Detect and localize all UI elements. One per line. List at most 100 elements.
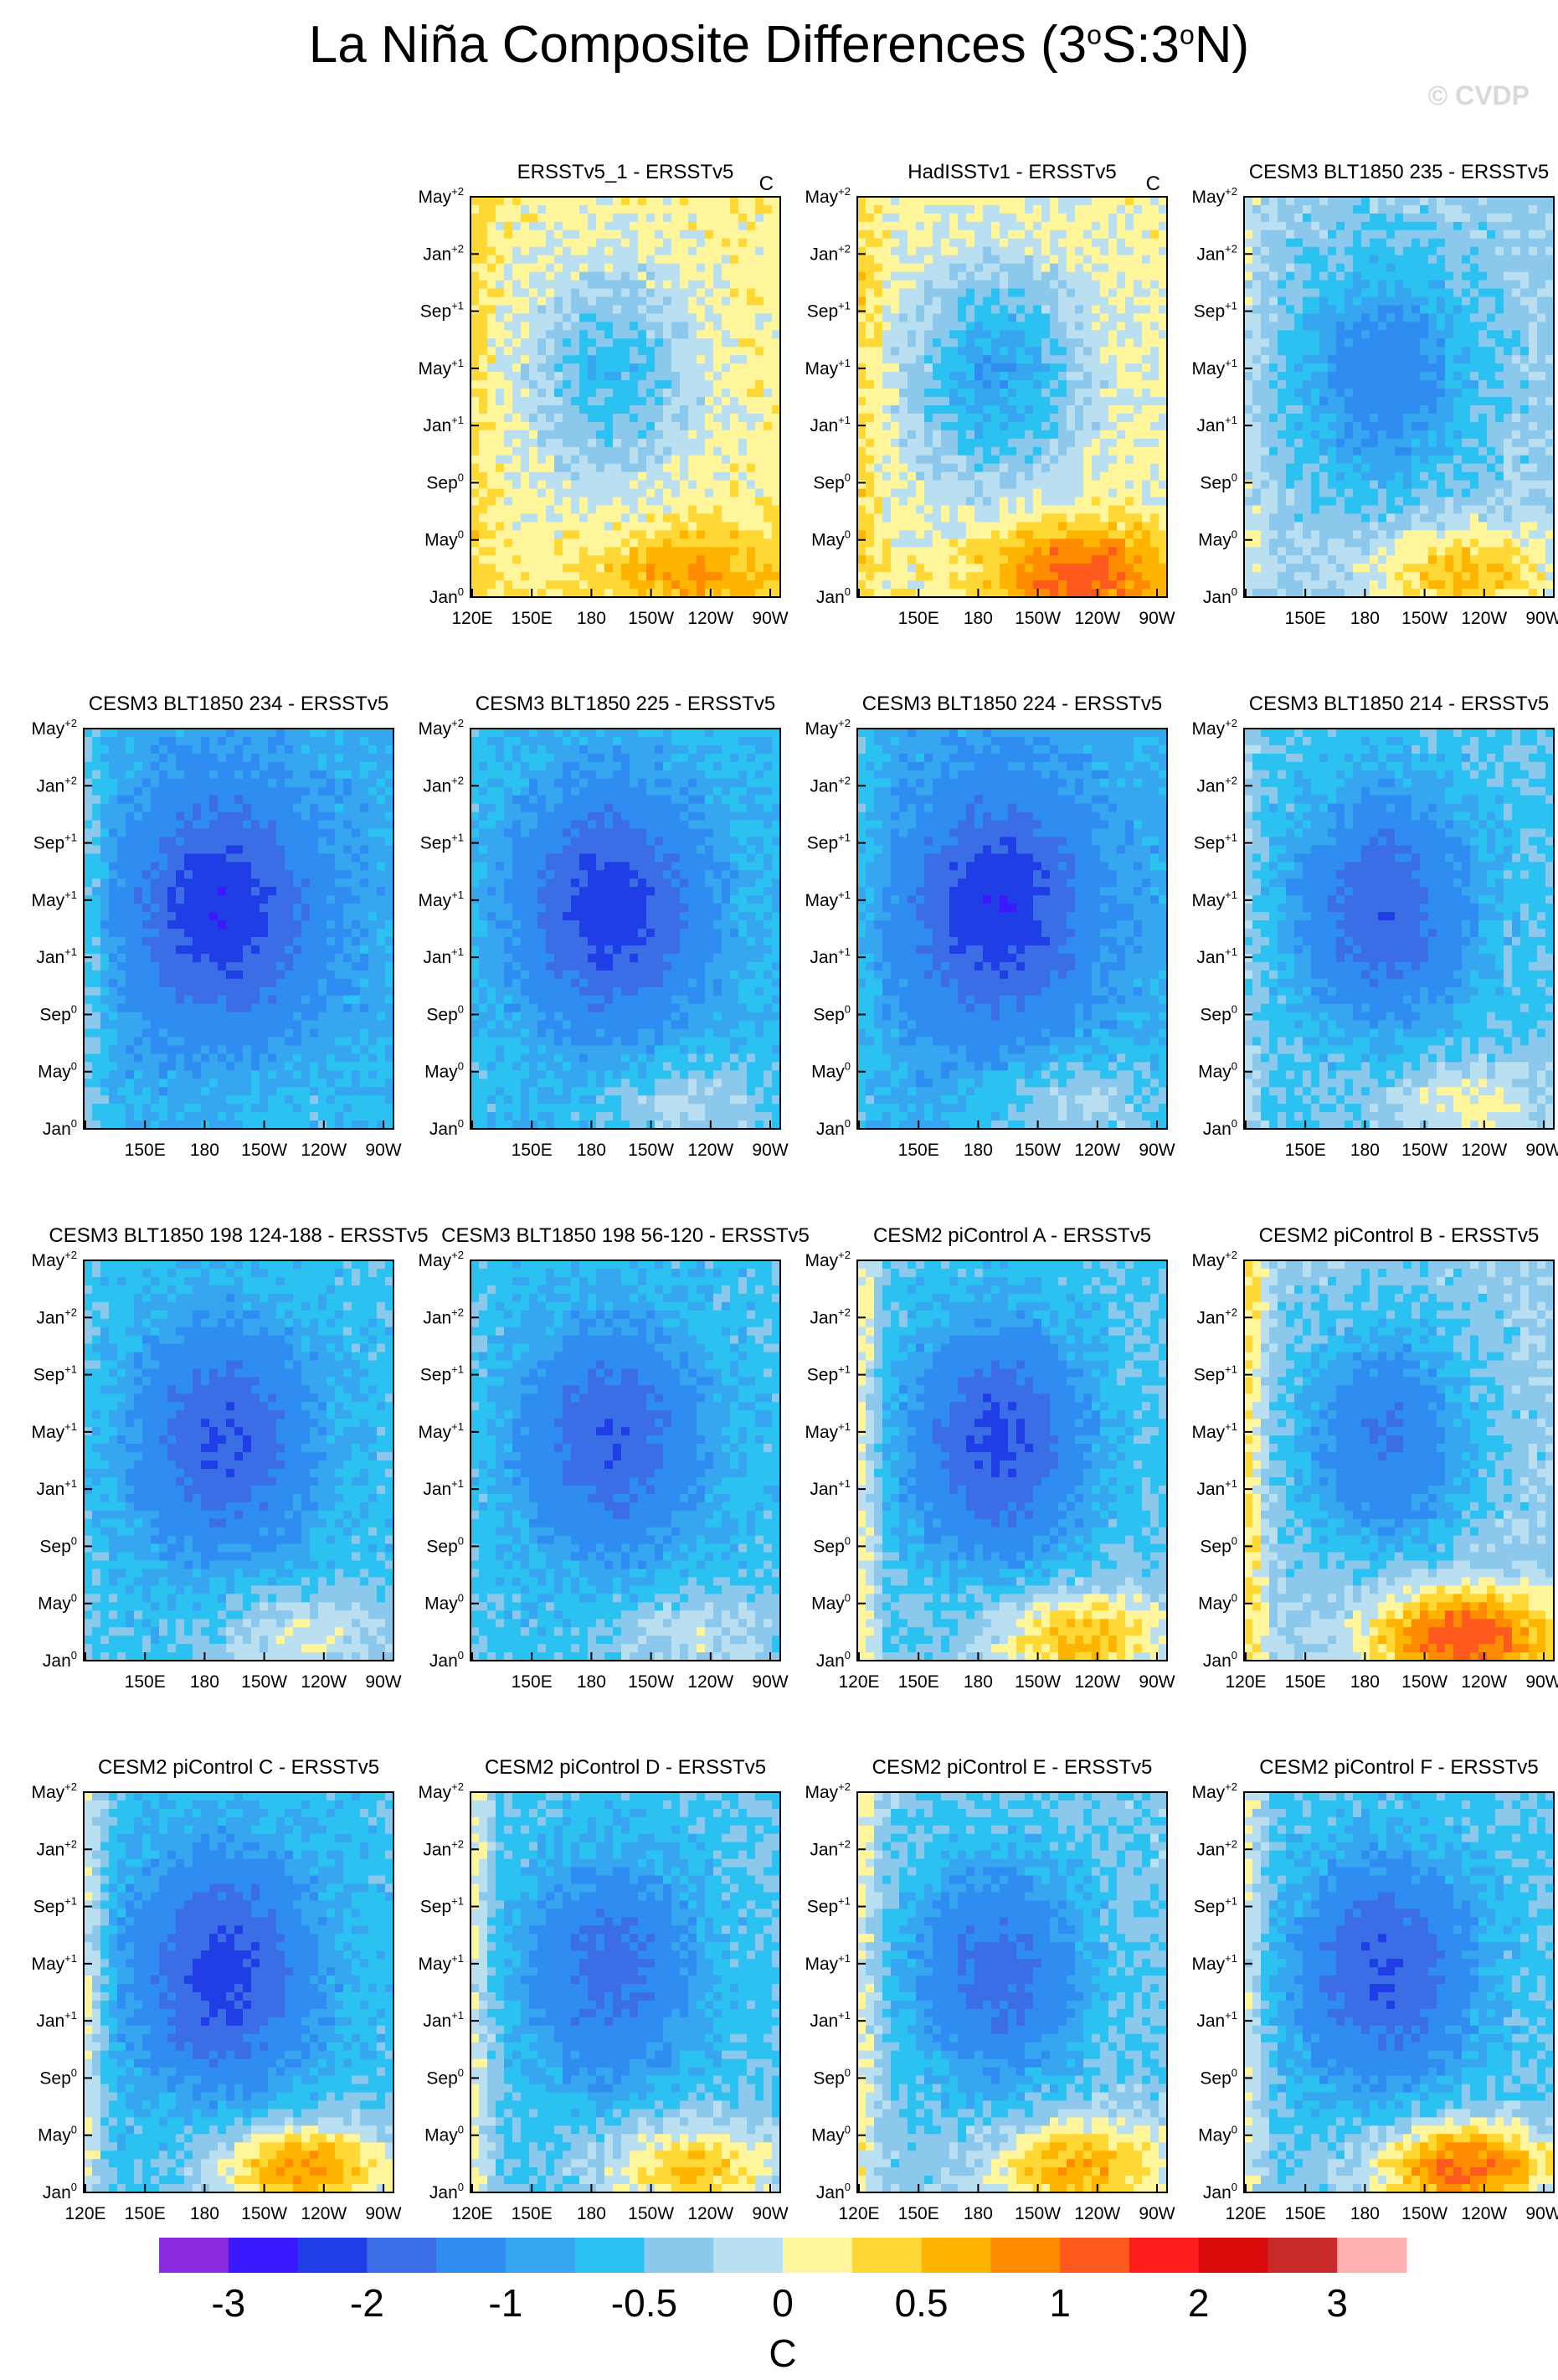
heatmap-cell: [916, 255, 925, 265]
heatmap-cell: [487, 281, 496, 290]
heatmap-cell: [874, 522, 883, 531]
heatmap-cell: [638, 513, 647, 523]
heatmap-cell: [1294, 397, 1303, 406]
heatmap-cell: [504, 297, 513, 307]
heatmap-cell: [1336, 272, 1345, 281]
heatmap-cell: [1311, 481, 1320, 490]
heatmap-cell: [1395, 422, 1404, 431]
heatmap-cell: [1445, 456, 1454, 465]
heatmap-cell: [1150, 497, 1160, 507]
heatmap-cell: [1067, 372, 1076, 381]
heatmap-cell: [1150, 464, 1160, 473]
heatmap-cell: [1008, 214, 1017, 223]
heatmap-cell: [755, 439, 764, 448]
heatmap-cell: [680, 205, 689, 214]
heatmap-cell: [1041, 405, 1051, 415]
heatmap-cell: [1134, 481, 1143, 490]
heatmap-cell: [705, 247, 714, 256]
heatmap-cell: [1025, 580, 1034, 590]
heatmap-cell: [991, 439, 1000, 448]
heatmap-cell: [1411, 389, 1421, 398]
heatmap-cell: [579, 297, 589, 307]
heatmap-cell: [588, 297, 597, 307]
heatmap-cell: [1142, 222, 1151, 231]
heatmap-cell: [949, 230, 959, 240]
heatmap-cell: [1041, 297, 1051, 307]
heatmap-cell: [747, 205, 756, 214]
heatmap-cell: [974, 489, 984, 498]
heatmap-cell: [866, 456, 875, 465]
heatmap-cell: [1361, 439, 1370, 448]
heatmap-cell: [1058, 405, 1067, 415]
heatmap-cell: [655, 355, 664, 364]
heatmap-cell: [1470, 397, 1479, 406]
heatmap-cell: [1470, 464, 1479, 473]
heatmap-cell: [983, 397, 992, 406]
heatmap-cell: [1478, 197, 1488, 206]
heatmap-cell: [512, 347, 522, 356]
heatmap-cell: [1328, 464, 1337, 473]
heatmap-cell: [924, 264, 933, 273]
heatmap-cell: [496, 422, 505, 431]
heatmap-cell: [738, 205, 748, 214]
heatmap-cell: [1487, 205, 1496, 214]
heatmap-cell: [882, 414, 892, 423]
heatmap-cell: [1033, 505, 1042, 514]
heatmap-cell: [688, 430, 697, 440]
heatmap-cell: [1487, 255, 1496, 265]
heatmap-cell: [646, 230, 656, 240]
heatmap-cell: [1361, 363, 1370, 373]
heatmap-cell: [1041, 456, 1051, 465]
heatmap-cell: [924, 272, 933, 281]
heatmap-cell: [554, 497, 563, 507]
heatmap-cell: [571, 313, 580, 322]
heatmap-cell: [857, 197, 866, 206]
heatmap-cell: [1428, 313, 1437, 322]
heatmap-cell: [512, 538, 522, 548]
heatmap-cell: [899, 239, 908, 248]
heatmap-cell: [1411, 380, 1421, 389]
heatmap-cell: [974, 230, 984, 240]
heatmap-cell: [504, 572, 513, 581]
heatmap-cell: [974, 555, 984, 564]
heatmap-cell: [1512, 297, 1521, 307]
heatmap-cell: [655, 505, 664, 514]
heatmap-cell: [1445, 489, 1454, 498]
heatmap-cell: [1134, 522, 1143, 531]
heatmap-cell: [991, 464, 1000, 473]
heatmap-cell: [537, 389, 547, 398]
heatmap-cell: [1336, 347, 1345, 356]
heatmap-cell: [916, 347, 925, 356]
heatmap-cell: [663, 489, 672, 498]
heatmap-cell: [983, 338, 992, 348]
heatmap-cell: [579, 489, 589, 498]
heatmap-cell: [966, 305, 975, 314]
heatmap-cell: [966, 505, 975, 514]
heatmap-cell: [755, 389, 764, 398]
heatmap-cell: [1008, 456, 1017, 465]
heatmap-cell: [1328, 497, 1337, 507]
heatmap-cell: [1294, 414, 1303, 423]
heatmap-cell: [705, 297, 714, 307]
heatmap-cell: [1370, 447, 1379, 456]
heatmap-cell: [1294, 363, 1303, 373]
heatmap-cell: [1100, 289, 1109, 298]
heatmap-cell: [1125, 297, 1134, 307]
heatmap-cell: [1269, 380, 1278, 389]
heatmap-cell: [1117, 447, 1126, 456]
heatmap-cell: [1150, 564, 1160, 573]
heatmap-cell: [1478, 239, 1488, 248]
heatmap-cell: [1353, 372, 1362, 381]
heatmap-cell: [705, 530, 714, 539]
heatmap-cell: [1083, 322, 1093, 331]
heatmap-cell: [1083, 564, 1093, 573]
heatmap-cell: [1008, 447, 1017, 456]
heatmap-cell: [1125, 547, 1134, 556]
heatmap-cell: [1537, 197, 1546, 206]
heatmap-cell: [949, 522, 959, 531]
heatmap-cell: [504, 397, 513, 406]
heatmap-cell: [588, 497, 597, 507]
heatmap-cell: [958, 239, 967, 248]
heatmap-cell: [697, 430, 706, 440]
heatmap-cell: [882, 197, 892, 206]
